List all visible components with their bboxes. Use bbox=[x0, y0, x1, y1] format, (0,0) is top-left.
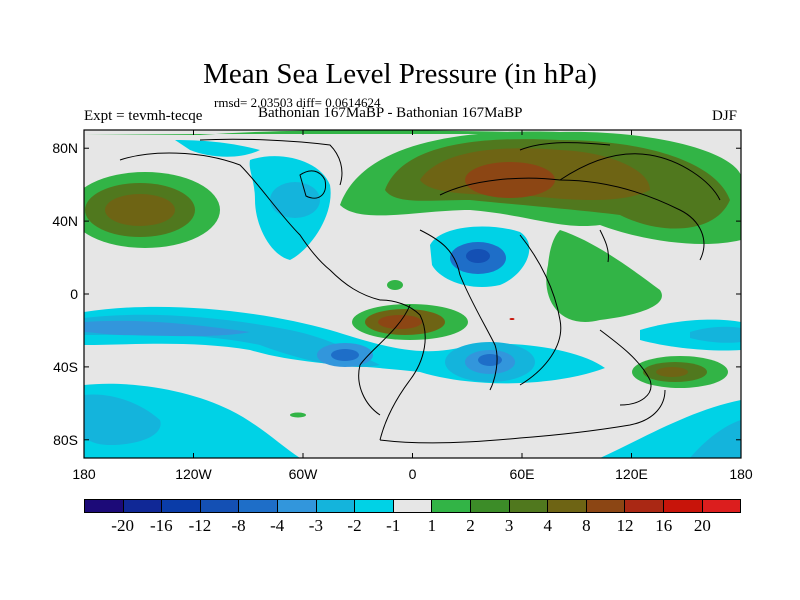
lon-tick-label: 180 bbox=[729, 466, 753, 482]
far-south-low-east-core bbox=[690, 420, 741, 458]
colorbar-level-label: -3 bbox=[308, 516, 323, 535]
lat-tick-label: 40S bbox=[53, 359, 78, 375]
coastlines bbox=[119, 138, 721, 444]
colorbar-level-label: 8 bbox=[582, 516, 591, 535]
colorbar-cell bbox=[586, 500, 626, 512]
lon-tick-label: 120W bbox=[175, 466, 212, 482]
colorbar-cell bbox=[239, 500, 278, 512]
africa-west-coast bbox=[419, 229, 498, 391]
colorbar-cell bbox=[509, 500, 549, 512]
colorbar-cell bbox=[432, 500, 471, 512]
axis-tick-labels: 80N 40N 0 40S 80S 180 120W 60W 0 60E 120E 180 bbox=[52, 140, 753, 482]
arctic-coast bbox=[199, 138, 343, 186]
lon-tick-label: 0 bbox=[409, 466, 417, 482]
colorbar-cell bbox=[85, 500, 124, 512]
colorbar-level-label: -20 bbox=[111, 516, 134, 535]
colorbar-cell bbox=[355, 500, 394, 512]
colorbar-level-label: 2 bbox=[466, 516, 475, 535]
colorbar-level-label: -4 bbox=[270, 516, 285, 535]
colorbar-cell bbox=[277, 500, 317, 512]
anomaly-fields bbox=[84, 130, 741, 458]
colorbar-level-label: -8 bbox=[231, 516, 246, 535]
colorbar-level-label: 1 bbox=[427, 516, 437, 535]
arctic-eurasia bbox=[519, 142, 611, 151]
lon-tick-label: 120E bbox=[615, 466, 648, 482]
antarctica-coast bbox=[379, 389, 666, 444]
colorbar-level-label: 16 bbox=[655, 516, 673, 535]
red-dot bbox=[509, 318, 515, 320]
colorbar-cell bbox=[393, 500, 433, 512]
australia-coast bbox=[599, 329, 652, 406]
s-indian-low-core bbox=[690, 326, 741, 343]
colorbar-level-label: -12 bbox=[188, 516, 212, 535]
lat-tick-label: 80N bbox=[52, 140, 78, 156]
s-africa-low-core bbox=[478, 354, 502, 366]
colorbar-labels: -20 -16 -12 -8 -4 -3 -2 -1 1 2 3 4 8 12 16 20 bbox=[84, 514, 741, 544]
lon-tick-label: 180 bbox=[72, 466, 96, 482]
siberia-coast bbox=[559, 153, 721, 201]
pacific-high-core bbox=[105, 194, 175, 226]
colorbar-cell bbox=[316, 500, 356, 512]
colorbar-cell bbox=[200, 500, 240, 512]
lat-tick-label: 40N bbox=[52, 213, 78, 229]
africa-east-coast bbox=[519, 234, 562, 386]
colorbar-cell bbox=[470, 500, 510, 512]
far-south-low-west-core bbox=[84, 394, 161, 445]
rmsd-diff-stats: rmsd= 2.03503 diff= 0.0614624 bbox=[214, 95, 381, 110]
colorbar-level-label: -1 bbox=[386, 516, 401, 535]
colorbar-level-label: 3 bbox=[504, 516, 514, 535]
colorbar bbox=[84, 499, 741, 513]
eurasian-high-core bbox=[465, 162, 555, 198]
hudson-bay bbox=[299, 170, 327, 199]
colorbar-cell bbox=[702, 500, 741, 512]
colorbar-cell bbox=[123, 500, 163, 512]
season-label: DJF bbox=[712, 108, 738, 124]
s-pacific-low-core bbox=[331, 349, 359, 361]
colorbar-cell bbox=[625, 500, 664, 512]
atlantic-tongue bbox=[546, 230, 662, 322]
atlantic-low-center bbox=[466, 249, 490, 263]
colorbar-cell bbox=[162, 500, 201, 512]
lat-tick-label: 0 bbox=[70, 286, 78, 302]
india-coast bbox=[599, 229, 609, 263]
runs-label: Bathonian 167MaBP - Bathonian 167MaBP bbox=[258, 105, 523, 121]
s-indian-high-core bbox=[656, 367, 688, 377]
lat-tick-label: 80S bbox=[53, 432, 78, 448]
colorbar-level-label: 4 bbox=[543, 516, 553, 535]
arctic-low bbox=[175, 140, 260, 157]
southern-band-inner bbox=[84, 320, 250, 337]
colorbar-level-label: 12 bbox=[616, 516, 634, 535]
colorbar-level-label: -16 bbox=[149, 516, 173, 535]
small-green-patch bbox=[290, 412, 306, 418]
n-america-low-core bbox=[270, 182, 320, 218]
south-america-coast bbox=[379, 299, 426, 441]
chart-title: Mean Sea Level Pressure (in hPa) bbox=[203, 58, 597, 90]
experiment-label: Expt = tevmh-tecqe bbox=[84, 108, 203, 124]
south-america-west bbox=[358, 304, 411, 416]
north-america-coast bbox=[119, 152, 381, 301]
colorbar-level-label: 20 bbox=[693, 516, 711, 535]
lon-tick-label: 60W bbox=[289, 466, 319, 482]
colorbar-cell bbox=[548, 500, 587, 512]
equatorial-spot bbox=[387, 280, 403, 290]
colorbar-level-label: -2 bbox=[347, 516, 362, 535]
axis-ticks bbox=[83, 130, 742, 458]
eurasia-coast bbox=[439, 177, 705, 261]
colorbar-cell bbox=[663, 500, 703, 512]
arctic-strip bbox=[84, 130, 520, 135]
lon-tick-label: 60E bbox=[510, 466, 535, 482]
